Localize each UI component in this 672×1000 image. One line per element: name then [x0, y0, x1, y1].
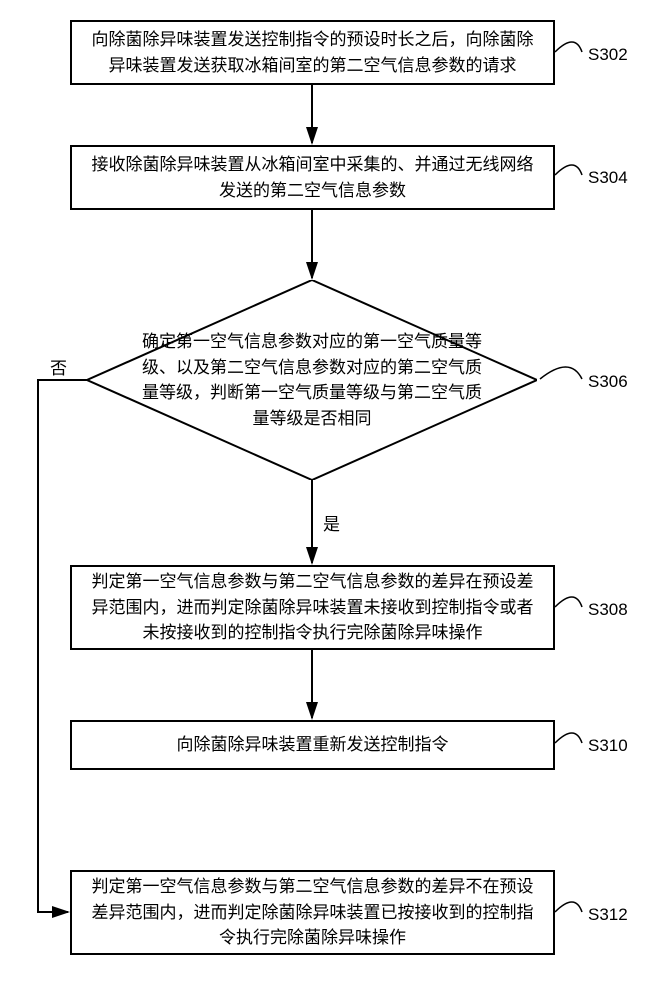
- process-box-s302: 向除菌除异味装置发送控制指令的预设时长之后，向除菌除异味装置发送获取冰箱间室的第…: [70, 20, 555, 85]
- step-label-text: S306: [588, 372, 628, 391]
- edge-label-no: 否: [50, 354, 67, 379]
- step-label-s308: S308: [588, 600, 628, 620]
- step-label-text: S302: [588, 45, 628, 64]
- process-box-s308: 判定第一空气信息参数与第二空气信息参数的差异在预设差异范围内，进而判定除菌除异味…: [70, 565, 555, 650]
- node-text: 接收除菌除异味装置从冰箱间室中采集的、并通过无线网络发送的第二空气信息参数: [84, 152, 541, 203]
- node-text: 确定第一空气信息参数对应的第一空气质量等级、以及第二空气信息参数对应的第二空气质…: [142, 329, 482, 431]
- step-label-s310: S310: [588, 736, 628, 756]
- step-label-text: S310: [588, 736, 628, 755]
- node-text: 判定第一空气信息参数与第二空气信息参数的差异在预设差异范围内，进而判定除菌除异味…: [84, 569, 541, 646]
- process-box-s312: 判定第一空气信息参数与第二空气信息参数的差异不在预设差异范围内，进而判定除菌除异…: [70, 870, 555, 955]
- label-text: 否: [50, 359, 67, 378]
- edge-label-yes: 是: [323, 510, 340, 535]
- node-text: 判定第一空气信息参数与第二空气信息参数的差异不在预设差异范围内，进而判定除菌除异…: [84, 874, 541, 951]
- step-label-text: S312: [588, 905, 628, 924]
- process-box-s304: 接收除菌除异味装置从冰箱间室中采集的、并通过无线网络发送的第二空气信息参数: [70, 145, 555, 210]
- decision-diamond-s306: 确定第一空气信息参数对应的第一空气质量等级、以及第二空气信息参数对应的第二空气质…: [87, 280, 537, 480]
- step-label-s304: S304: [588, 168, 628, 188]
- process-box-s310: 向除菌除异味装置重新发送控制指令: [70, 720, 555, 770]
- label-text: 是: [323, 515, 340, 534]
- step-label-text: S308: [588, 600, 628, 619]
- step-label-s312: S312: [588, 905, 628, 925]
- step-label-s306: S306: [588, 372, 628, 392]
- node-text: 向除菌除异味装置重新发送控制指令: [177, 732, 449, 758]
- node-text: 向除菌除异味装置发送控制指令的预设时长之后，向除菌除异味装置发送获取冰箱间室的第…: [84, 27, 541, 78]
- step-label-s302: S302: [588, 45, 628, 65]
- step-label-text: S304: [588, 168, 628, 187]
